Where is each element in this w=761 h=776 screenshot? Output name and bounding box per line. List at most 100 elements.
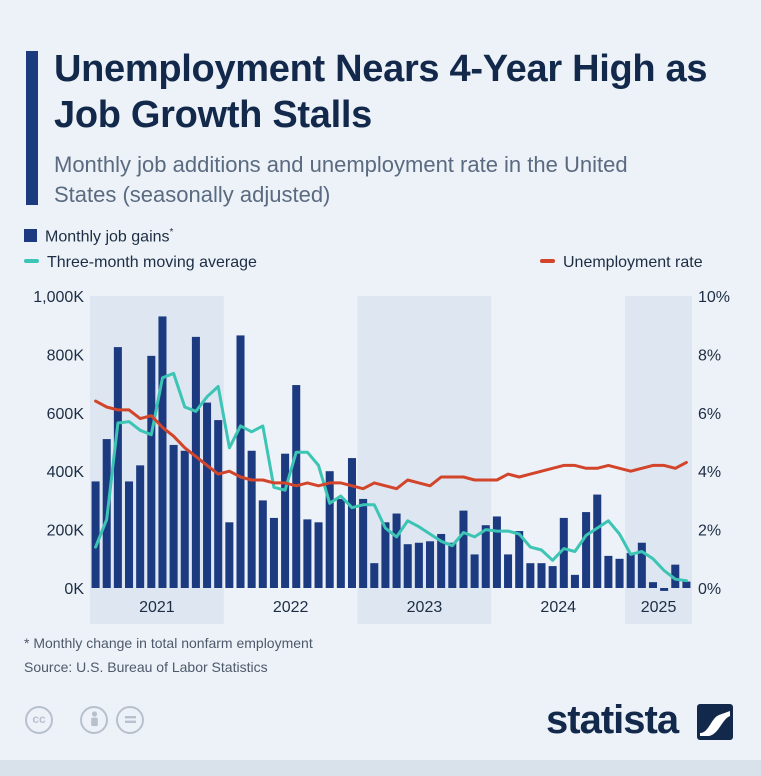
job-gain-bar: [180, 450, 189, 588]
job-gain-bar: [370, 563, 379, 588]
year-label-2023: 2023: [407, 599, 443, 616]
left-axis-ticks: 1,000K 800K 600K 400K 200K 0K: [33, 289, 84, 598]
job-gain-bar: [225, 522, 234, 588]
year-label-2024: 2024: [540, 599, 576, 616]
job-gain-bar: [671, 564, 680, 588]
moving-average-line: [94, 371, 688, 583]
legend-moving-average: Three-month moving average: [24, 254, 257, 272]
job-gain-bar: [314, 522, 323, 588]
year-labels: 2021 2022 2023 2024 2025: [139, 599, 676, 616]
year-band-2025: [625, 296, 692, 624]
right-tick-label: 8%: [698, 347, 721, 364]
left-tick-label: 800K: [47, 347, 85, 364]
year-label-2022: 2022: [273, 599, 309, 616]
job-gain-bar: [325, 471, 334, 588]
job-gain-bar: [91, 481, 100, 588]
brand-logo-icon: [697, 704, 733, 740]
job-gain-bar: [570, 574, 579, 588]
job-gain-bar: [403, 544, 412, 588]
right-tick-label: 2%: [698, 523, 721, 540]
chart-lines: [94, 371, 688, 583]
job-gain-bar: [426, 541, 435, 588]
job-gain-bar: [359, 498, 368, 588]
job-gain-bar: [269, 517, 278, 588]
job-gain-bar: [481, 525, 490, 588]
job-gain-bar: [136, 465, 145, 588]
right-axis-ticks: 10% 8% 6% 4% 2% 0%: [698, 289, 730, 598]
year-label-2025: 2025: [641, 599, 677, 616]
right-tick-label: 4%: [698, 464, 721, 481]
job-gain-bar: [492, 516, 501, 588]
nd-icon[interactable]: [116, 706, 144, 734]
job-gain-bar: [682, 581, 691, 588]
by-icon[interactable]: [80, 706, 108, 734]
job-gain-bar: [470, 554, 479, 588]
legend-unemployment-label: Unemployment rate: [563, 254, 703, 271]
legend-bars: Monthly job gains*: [24, 227, 173, 246]
year-bands: [90, 296, 692, 624]
left-tick-label: 400K: [47, 464, 85, 481]
source-note: Source: U.S. Bureau of Labor Statistics: [24, 659, 268, 675]
job-gain-bar: [214, 420, 223, 588]
legend-bars-swatch: [24, 229, 37, 243]
job-gain-bar: [526, 563, 535, 588]
chart: 1,000K 800K 600K 400K 200K 0K 10% 8% 6% 4% 2% 0% 2…: [33, 289, 730, 624]
left-tick-label: 200K: [47, 523, 85, 540]
legend-bars-marker: *: [169, 227, 174, 238]
legend-bars-label: Monthly job gains: [45, 228, 170, 246]
job-gain-bar: [258, 500, 267, 588]
left-tick-label: 0K: [64, 581, 84, 598]
job-gain-bar: [537, 563, 546, 588]
year-band-2023: [357, 296, 492, 624]
job-gain-bar: [281, 453, 290, 588]
job-gain-bar: [604, 555, 613, 588]
job-gain-bar: [236, 335, 245, 588]
unemployment-rate-line: [94, 399, 688, 491]
brand-logo-text[interactable]: statista: [546, 698, 679, 742]
job-gain-bar: [303, 519, 312, 588]
job-gain-bar: [660, 588, 669, 591]
right-tick-label: 0%: [698, 581, 721, 598]
job-gain-bar: [515, 531, 524, 588]
job-gain-bar: [247, 450, 256, 588]
legend-unemployment: Unemployment rate: [540, 254, 703, 272]
job-gain-bar: [125, 481, 134, 588]
year-label-2021: 2021: [139, 599, 175, 616]
left-tick-label: 600K: [47, 406, 85, 423]
job-gain-bar: [392, 513, 401, 588]
job-gain-bar: [347, 458, 356, 588]
job-gain-bar: [504, 554, 513, 588]
legend-moving-average-swatch: [24, 259, 39, 263]
job-gain-bar: [191, 336, 200, 588]
job-gain-bar: [459, 510, 468, 588]
job-gain-bar: [648, 582, 657, 588]
job-gain-bar: [381, 522, 390, 588]
job-gain-bar: [626, 552, 635, 588]
bottom-strip: [0, 760, 761, 776]
job-gain-bar: [582, 512, 591, 588]
job-gain-bar: [448, 542, 457, 588]
job-gain-bar: [414, 542, 423, 588]
job-gain-bar: [593, 494, 602, 588]
job-gain-bar: [548, 566, 557, 588]
footnote: * Monthly change in total nonfarm employ…: [24, 635, 313, 651]
job-gain-bar: [147, 355, 156, 588]
page-subtitle: Monthly job additions and unemployment r…: [54, 152, 628, 207]
job-gain-bar: [113, 347, 122, 588]
cc-icon[interactable]: cc: [25, 706, 53, 734]
right-tick-label: 10%: [698, 289, 730, 306]
job-gain-bar: [615, 558, 624, 588]
legend-unemployment-swatch: [540, 259, 555, 263]
job-gain-bar: [169, 444, 178, 588]
left-tick-label: 1,000K: [33, 289, 84, 306]
job-gain-bar: [559, 517, 568, 588]
right-tick-label: 6%: [698, 406, 721, 423]
job-gain-bar: [437, 533, 446, 588]
job-gain-bar: [637, 542, 646, 588]
title-accent-bar: [26, 51, 38, 205]
job-gain-bar: [158, 316, 167, 588]
job-gain-bar: [203, 402, 212, 588]
legend-moving-average-label: Three-month moving average: [47, 254, 257, 271]
page-title: Unemployment Nears 4-Year High as Job Gr…: [54, 48, 708, 136]
